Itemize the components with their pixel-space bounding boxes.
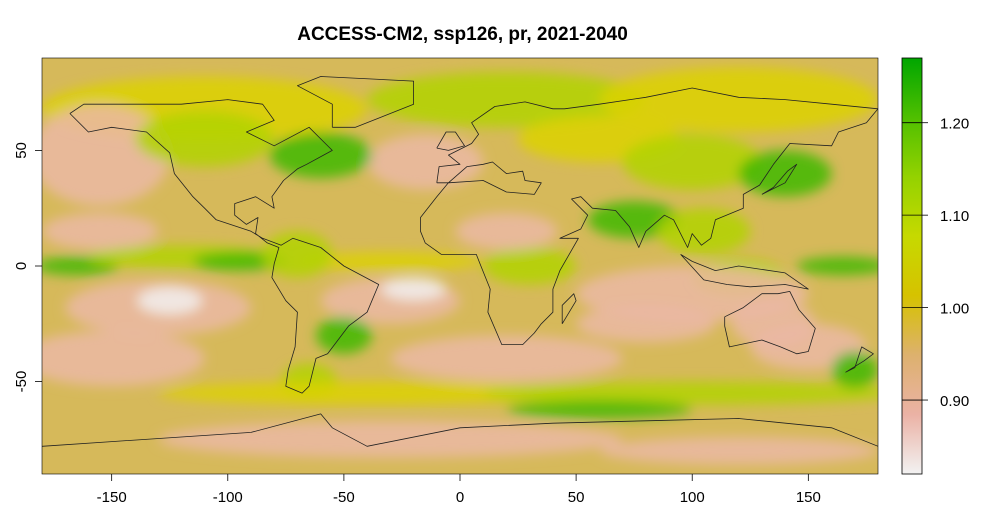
x-tick-label: 0 (456, 489, 464, 506)
field-blob (657, 208, 751, 255)
field-blob (576, 305, 716, 343)
border-line (680, 254, 809, 290)
field-blob (831, 351, 878, 389)
field-blob (134, 111, 275, 167)
y-tick-label: -50 (13, 371, 30, 393)
border-line (420, 87, 878, 346)
field-blobs (42, 67, 878, 465)
field-blob (192, 252, 286, 271)
field-blob (483, 381, 878, 405)
field-blob (158, 420, 623, 458)
field-blob (506, 400, 693, 419)
border-line (845, 346, 874, 373)
field-blob (137, 286, 203, 315)
field-blob (731, 300, 816, 347)
x-tick-label: 50 (568, 489, 585, 506)
colorbar-tick-label: 1.00 (940, 301, 969, 318)
border-line (42, 413, 878, 447)
field-blob (796, 256, 878, 276)
field-blob (599, 437, 878, 465)
colorbar (902, 58, 922, 474)
field-blob (42, 104, 170, 206)
border-line (761, 163, 798, 195)
colorbar-tick-label: 1.10 (940, 208, 969, 225)
field-blob (367, 71, 646, 128)
precip-ratio-field (42, 58, 878, 474)
y-axis: -50 0 50 (13, 142, 42, 392)
field-blob (599, 67, 878, 132)
colorbar-tick-label: 1.20 (940, 116, 969, 133)
map-title: ACCESS-CM2, ssp126, pr, 2021-2040 (297, 24, 628, 45)
y-tick-label: 50 (13, 142, 30, 159)
field-blob (42, 330, 205, 387)
x-tick-label: 100 (680, 489, 705, 506)
colorbar-ticks: 0.90 1.00 1.10 1.20 (902, 116, 969, 410)
border-line (296, 76, 415, 128)
field-blob (269, 131, 372, 179)
field-blob (316, 316, 372, 354)
x-tick-label: 150 (796, 489, 821, 506)
colorbar-tick-label: 0.90 (940, 393, 969, 410)
field-blob (262, 231, 333, 278)
border-line (69, 99, 380, 394)
field-blob (390, 335, 623, 382)
colorbar-frame (901, 57, 923, 475)
x-tick-label: -150 (97, 489, 127, 506)
field-blob (367, 134, 484, 190)
field-blob (42, 212, 159, 250)
border-line (436, 131, 466, 151)
field-blob (455, 212, 558, 250)
country-borders (42, 76, 878, 447)
field-blob (158, 381, 577, 405)
field-blob (622, 134, 762, 190)
y-tick-label: 0 (13, 262, 30, 270)
x-tick-label: -100 (213, 489, 243, 506)
field-blob (381, 277, 447, 301)
border-line (724, 290, 816, 355)
field-blob (587, 201, 681, 239)
x-tick-label: -50 (333, 489, 355, 506)
field-blob (483, 247, 577, 285)
x-axis: -150 -100 -50 0 50 100 150 (97, 474, 821, 506)
border-line (561, 293, 577, 325)
